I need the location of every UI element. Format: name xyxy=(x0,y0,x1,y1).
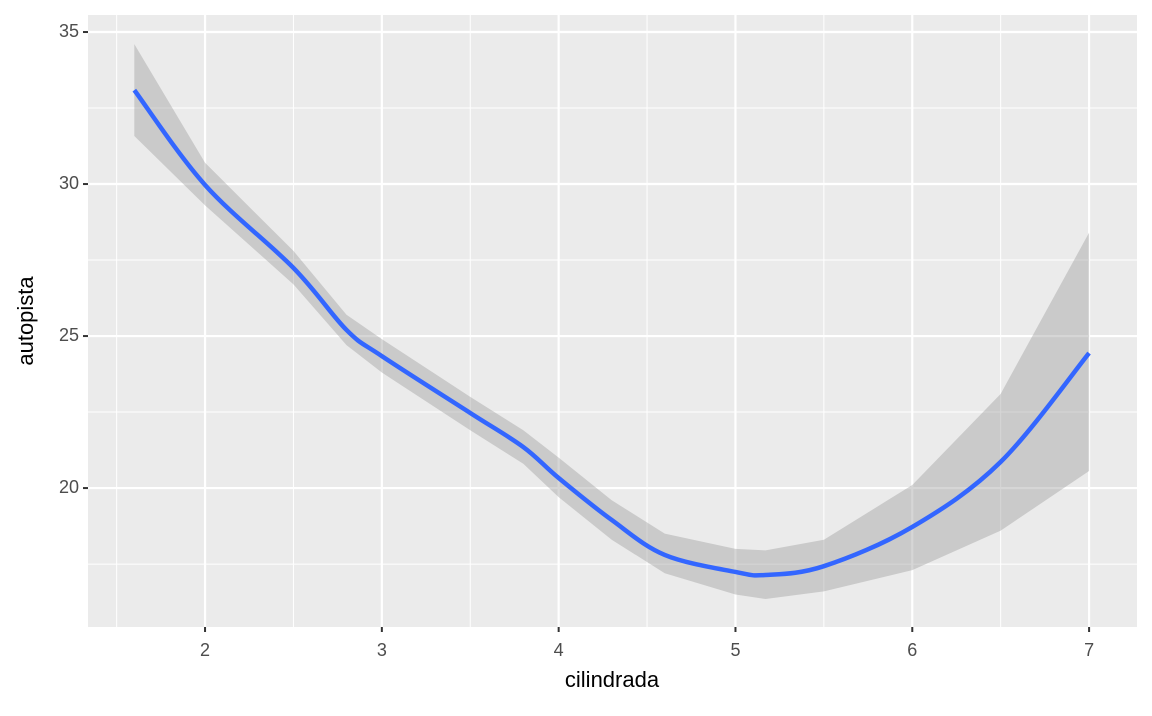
grid xyxy=(88,15,1137,627)
x-axis-title: cilindrada xyxy=(565,667,660,692)
x-tick-label: 7 xyxy=(1084,640,1094,660)
smooth-line xyxy=(132,88,1091,578)
y-tick-label: 35 xyxy=(59,21,79,41)
x-tick-label: 2 xyxy=(200,640,210,660)
x-tick-label: 5 xyxy=(730,640,740,660)
y-tick-label: 20 xyxy=(59,477,79,497)
x-tick-label: 4 xyxy=(554,640,564,660)
y-tick-label: 30 xyxy=(59,173,79,193)
y-axis-title: autopista xyxy=(13,276,38,366)
y-tick-label: 25 xyxy=(59,325,79,345)
x-tick-label: 6 xyxy=(907,640,917,660)
panel xyxy=(88,15,1137,627)
marks xyxy=(132,44,1091,600)
x-tick-label: 3 xyxy=(377,640,387,660)
